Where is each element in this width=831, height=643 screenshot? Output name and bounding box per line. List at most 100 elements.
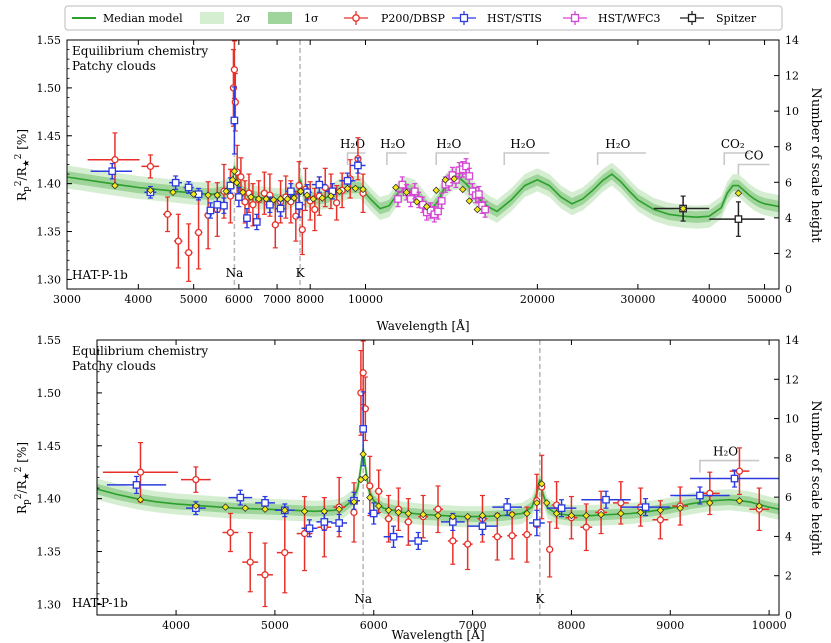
top-series-hst-wfc3	[394, 158, 489, 223]
top-binned-model-point	[146, 186, 155, 195]
top-p200-dbsp-point	[298, 225, 306, 234]
top-hst-wfc3-point	[481, 205, 489, 214]
legend-two-sigma: 2σ	[200, 12, 251, 25]
bottom-p200-dbsp-point	[281, 548, 289, 557]
top-binned-model-point	[450, 175, 458, 183]
bottom-series-p200-dbsp	[102, 340, 770, 608]
bottom-binned-model-point	[261, 505, 269, 513]
top-binned-model-point	[392, 183, 400, 192]
bottom-p200-dbsp-point	[617, 499, 625, 507]
panel-bottom: Na K H₂O 4000 5000 6000 7000 8000 9000 10000 1.30…	[14, 334, 823, 642]
bottom-xtick-label: 8000	[557, 619, 585, 632]
top-xtick-label: 3000	[53, 293, 81, 306]
top-xtick-label: 6000	[225, 293, 253, 306]
bottom-binned-model-point	[320, 507, 329, 516]
bottom-hst-stis-point	[414, 537, 423, 545]
top-xtick-label: 50000	[747, 293, 782, 306]
top-binned-model-point	[228, 176, 237, 184]
bottom-p200-dbsp-point	[350, 508, 358, 517]
top-binned-model-point	[233, 179, 241, 187]
top-binned-model-point	[343, 184, 352, 193]
bottom-p200-dbsp-point	[136, 468, 145, 476]
bottom-binned-model-point	[241, 504, 249, 512]
bottom-ytick-label: 1.55	[37, 334, 62, 347]
top-hst-stis-point	[243, 214, 251, 222]
bottom-p200-dbsp-point	[192, 475, 200, 484]
legend-p200-marker	[352, 14, 360, 22]
bottom-hst-stis-point	[602, 495, 610, 504]
top-binned-model-point	[423, 202, 431, 211]
bottom-y2tick-label: 12	[785, 373, 799, 386]
top-series-p200-dbsp	[87, 40, 367, 282]
bottom-p200-dbsp-point	[656, 516, 665, 524]
top-binned-model-point	[297, 187, 305, 196]
bottom-binned-model-point	[508, 510, 516, 519]
bottom-y2tick-label: 0	[785, 609, 792, 622]
bottom-hst-stis-point	[359, 424, 368, 433]
bottom-p200-dbsp-point	[582, 523, 590, 531]
top-binned-model-point	[169, 188, 177, 196]
top-hst-wfc3-point	[462, 162, 470, 171]
bottom-hst-stis-point	[335, 519, 344, 527]
top-two-sigma-band	[67, 154, 779, 229]
legend-one-sigma: 1σ	[268, 12, 319, 25]
bottom-y2tick-label: 8	[785, 452, 792, 465]
top-y2tick-label: 8	[785, 141, 792, 154]
top-p200-dbsp-point	[237, 173, 245, 181]
top-ytick-label: 1.35	[37, 226, 62, 239]
bottom-binned-model-point	[552, 509, 561, 518]
top-y2tick-label: 4	[785, 212, 792, 225]
bottom-xtick-label: 10000	[752, 619, 787, 632]
top-hst-wfc3-point	[475, 190, 483, 199]
top-p200-dbsp-point	[241, 198, 249, 206]
top-binned-model-point	[247, 193, 255, 201]
top-p200-dbsp-point	[249, 201, 257, 209]
bottom-binned-model-point	[582, 511, 590, 520]
top-hst-stis-point	[206, 206, 215, 215]
bottom-binned-model-point	[755, 502, 763, 510]
legend-wfc3-label: HST/WFC3	[598, 12, 661, 25]
bottom-binned-model-point	[493, 511, 501, 520]
top-binned-model-point	[465, 197, 474, 205]
bottom-binned-model-point	[359, 450, 367, 458]
bottom-hst-stis-point	[369, 509, 378, 518]
top-spitzer-point	[734, 215, 743, 223]
legend-stis: HST/STIS	[452, 11, 542, 25]
legend-spitzer-label: Spitzer	[716, 12, 757, 25]
bottom-binned-model-point	[384, 506, 393, 514]
top-xtick-label: 20000	[520, 293, 555, 306]
bottom-hst-stis-point	[478, 522, 487, 531]
top-band-4	[596, 152, 647, 166]
top-binned-model-point	[359, 185, 367, 194]
bottom-y2tick-label: 10	[785, 413, 799, 426]
top-band-label-3: H₂O	[510, 137, 535, 151]
legend-two-sigma-label: 2σ	[236, 12, 251, 25]
top-binned-model-point	[255, 195, 263, 203]
top-binned-model-point	[335, 187, 344, 196]
legend-frame	[64, 5, 783, 31]
bottom-binned-model-point	[136, 496, 145, 504]
bottom-ytick-label: 1.40	[37, 493, 62, 506]
bottom-binned-model-point	[375, 502, 383, 510]
legend-two-sigma-patch	[200, 12, 224, 24]
top-ytick-label: 1.50	[37, 82, 62, 95]
top-hst-wfc3-point	[394, 195, 402, 203]
bottom-binned-model-point	[300, 507, 309, 516]
top-annotation-line2: Patchy clouds	[72, 59, 156, 73]
bottom-binned-model-point	[567, 511, 576, 520]
bottom-y2tick-label: 6	[785, 491, 792, 504]
top-ytick-label: 1.30	[37, 273, 62, 286]
top-hst-stis-point	[235, 193, 243, 201]
top-binned-model-point	[111, 181, 119, 190]
bottom-y2label: Number of scale height	[808, 400, 823, 556]
top-binned-model-point	[303, 191, 311, 199]
top-binned-model-point	[276, 195, 285, 203]
bottom-p200-dbsp-point	[449, 537, 457, 545]
top-ytick-label: 1.45	[37, 130, 62, 143]
bottom-p200-dbsp-point	[404, 518, 412, 526]
bottom-xtick-label: 4000	[162, 619, 190, 632]
top-binned-model-point	[413, 198, 421, 206]
top-p200-dbsp-point	[226, 192, 235, 200]
bottom-binned-model-point	[538, 480, 546, 488]
